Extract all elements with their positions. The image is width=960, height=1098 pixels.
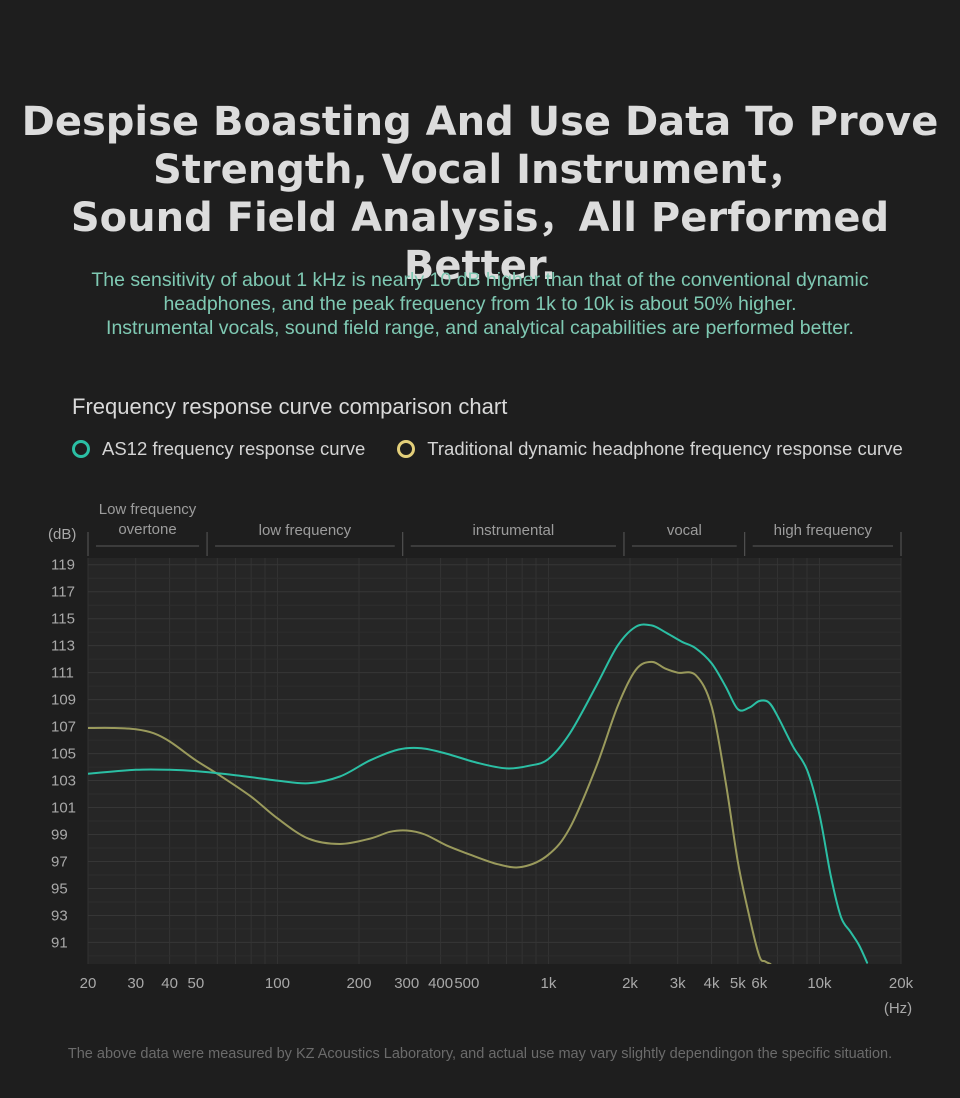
band-label: high frequency (774, 522, 873, 539)
y-tick-label: 107 (51, 719, 76, 736)
band-label: overtone (118, 521, 176, 538)
headline-line-3: Sound Field Analysis，All Performed Bette… (70, 195, 890, 289)
y-tick-label: 103 (51, 773, 76, 790)
x-tick-label: 10k (807, 975, 832, 992)
headline-line-2: Strength, Vocal Instrument， (152, 147, 808, 193)
x-tick-label: 6k (751, 975, 767, 992)
legend-marker-as12 (72, 440, 90, 458)
y-tick-label: 117 (51, 584, 75, 601)
band-label: vocal (667, 522, 702, 539)
x-tick-label: 400 (428, 975, 453, 992)
x-axis-label: (Hz) (884, 1000, 912, 1017)
x-tick-label: 3k (670, 975, 686, 992)
y-tick-label: 119 (51, 557, 75, 574)
legend-item-traditional: Traditional dynamic headphone frequency … (397, 438, 903, 460)
y-tick-label: 113 (51, 638, 75, 655)
chart-title: Frequency response curve comparison char… (72, 394, 508, 419)
intro-paragraph: The sensitivity of about 1 kHz is nearly… (0, 268, 960, 340)
footnote: The above data were measured by KZ Acous… (67, 1046, 893, 1062)
headline-line-1: Despise Boasting And Use Data To Prove (21, 99, 939, 145)
frequency-response-chart: 91 93 95 97 99 101 103 105 107 109 111 113 115 117 119… (48, 501, 914, 1017)
x-tick-label: 50 (187, 975, 204, 992)
y-tick-label: 109 (51, 692, 76, 709)
x-tick-label: 4k (704, 975, 720, 992)
y-tick-label: 99 (51, 827, 68, 844)
x-tick-label: 30 (127, 975, 144, 992)
intro-line-3: Instrumental vocals, sound field range, … (106, 317, 854, 339)
x-tick-label: 100 (265, 975, 290, 992)
legend-item-as12: AS12 frequency response curve (72, 438, 365, 460)
y-axis-label: (dB) (48, 526, 76, 543)
legend-label-traditional: Traditional dynamic headphone frequency … (427, 438, 903, 459)
legend-marker-traditional (397, 440, 416, 458)
x-tick-label: 2k (622, 975, 638, 992)
x-tick-label: 5k (730, 975, 746, 992)
y-tick-label: 93 (51, 907, 68, 924)
x-tick-label: 300 (394, 975, 419, 992)
y-tick-label: 111 (51, 665, 74, 682)
intro-line-2: headphones, and the peak frequency from … (163, 293, 797, 315)
x-tick-label: 20k (889, 975, 914, 992)
x-tick-label: 1k (540, 975, 556, 992)
y-tick-label: 95 (51, 880, 68, 897)
band-label: instrumental (472, 522, 554, 539)
y-tick-label: 115 (51, 611, 75, 628)
series-line-as12 (88, 623, 869, 964)
x-tick-label: 200 (346, 975, 371, 992)
y-tick-label: 91 (51, 934, 68, 951)
legend-label-as12: AS12 frequency response curve (102, 438, 366, 459)
band-label: low frequency (259, 522, 352, 539)
series-line-traditional (88, 660, 772, 964)
page-headline: Despise Boasting And Use Data To Prove S… (0, 98, 960, 290)
intro-line-1: The sensitivity of about 1 kHz is nearly… (91, 269, 869, 291)
chart-legend: AS12 frequency response curve Traditiona… (72, 437, 935, 461)
band-label: Low frequency (99, 501, 197, 518)
x-tick-label: 500 (454, 975, 479, 992)
plot-area (88, 558, 901, 964)
y-tick-label: 105 (51, 746, 76, 763)
x-tick-label: 40 (161, 975, 178, 992)
y-tick-label: 101 (51, 800, 76, 817)
x-tick-label: 20 (80, 975, 97, 992)
y-tick-label: 97 (51, 853, 68, 870)
